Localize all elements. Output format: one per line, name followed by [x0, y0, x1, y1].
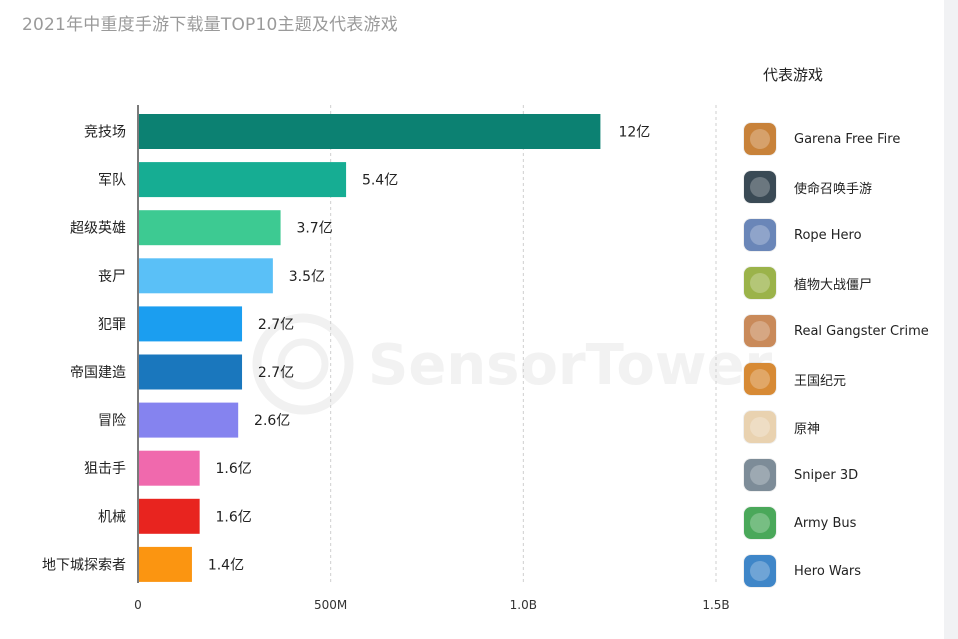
category-label: 超级英雄	[70, 220, 126, 237]
bar	[139, 546, 192, 582]
x-tick-labels: 0 500M 1.0B 1.5B	[134, 598, 729, 612]
game-name: 植物大战僵尸	[794, 277, 873, 293]
category-label: 机械	[98, 509, 126, 525]
x-tick-label: 500M	[314, 598, 347, 612]
game-name: Garena Free Fire	[794, 131, 901, 147]
game-name: 使命召唤手游	[794, 181, 873, 197]
rope-hero-icon	[744, 219, 776, 251]
x-tick-label: 1.0B	[510, 598, 537, 612]
category-label: 狙击手	[84, 461, 126, 477]
category-label: 冒险	[98, 413, 126, 429]
game-item: 原神	[744, 403, 944, 451]
category-label: 丧尸	[98, 269, 126, 285]
bar	[139, 354, 243, 390]
plants-vs-zombies-icon	[744, 267, 776, 299]
value-labels: 12亿 5.4亿 3.7亿 3.5亿 2.7亿 2.7亿 2.6亿 1.6亿 1.6亿 1.4亿	[208, 125, 651, 574]
category-label: 犯罪	[98, 317, 126, 333]
bar	[139, 114, 601, 149]
x-tick-label: 0	[134, 598, 142, 612]
free-fire-icon	[744, 123, 776, 155]
value-label: 2.7亿	[258, 365, 294, 381]
game-item: Rope Hero	[744, 211, 944, 259]
game-item: 使命召唤手游	[744, 163, 944, 211]
hero-wars-icon	[744, 555, 776, 587]
game-item: Real Gangster Crime	[744, 307, 944, 355]
x-tick-label: 1.5B	[702, 598, 729, 612]
value-label: 2.7亿	[258, 317, 294, 333]
lords-mobile-icon	[744, 363, 776, 395]
bar	[139, 498, 200, 534]
game-item: 植物大战僵尸	[744, 259, 944, 307]
game-name: Real Gangster Crime	[794, 323, 929, 339]
value-label: 3.5亿	[289, 269, 325, 285]
value-label: 5.4亿	[362, 173, 398, 189]
game-name: Rope Hero	[794, 227, 862, 243]
right-edge-strip	[944, 0, 958, 639]
game-item: Army Bus	[744, 499, 944, 547]
bar	[139, 162, 347, 198]
value-label: 1.6亿	[216, 509, 252, 525]
value-label: 1.4亿	[208, 557, 244, 573]
bar	[139, 402, 239, 438]
game-name: Sniper 3D	[794, 467, 859, 483]
game-item: 王国纪元	[744, 355, 944, 403]
game-name: 王国纪元	[794, 373, 847, 389]
category-label: 竞技场	[84, 124, 126, 141]
value-label: 12亿	[618, 125, 650, 141]
game-name: Hero Wars	[794, 563, 862, 579]
value-label: 2.6亿	[254, 413, 290, 429]
games-heading: 代表游戏	[763, 66, 824, 84]
army-bus-icon	[744, 507, 776, 539]
game-item: Sniper 3D	[744, 451, 944, 499]
bar	[139, 450, 200, 486]
value-label: 3.7亿	[296, 221, 332, 237]
watermark-text: SensorTower	[368, 333, 773, 398]
category-label: 地下城探索者	[42, 556, 126, 573]
real-gangster-crime-icon	[744, 315, 776, 347]
bar	[139, 258, 273, 294]
category-label: 帝国建造	[70, 365, 126, 381]
representative-games-list: Garena Free Fire 使命召唤手游 Rope Hero 植物大战僵尸 Rea…	[744, 115, 944, 595]
bars	[139, 114, 601, 582]
genshin-impact-icon	[744, 411, 776, 443]
call-of-duty-icon	[744, 171, 776, 203]
game-name: Army Bus	[794, 515, 857, 531]
sniper-3d-icon	[744, 459, 776, 491]
chart-title: 2021年中重度手游下载量TOP10主题及代表游戏	[22, 15, 398, 35]
category-label: 军队	[98, 173, 126, 189]
game-name: 原神	[794, 421, 821, 437]
bar	[139, 210, 281, 246]
value-label: 1.6亿	[216, 461, 252, 477]
game-item: Garena Free Fire	[744, 115, 944, 163]
sensortower-watermark: SensorTower	[252, 313, 773, 415]
bar	[139, 306, 243, 342]
game-item: Hero Wars	[744, 547, 944, 595]
